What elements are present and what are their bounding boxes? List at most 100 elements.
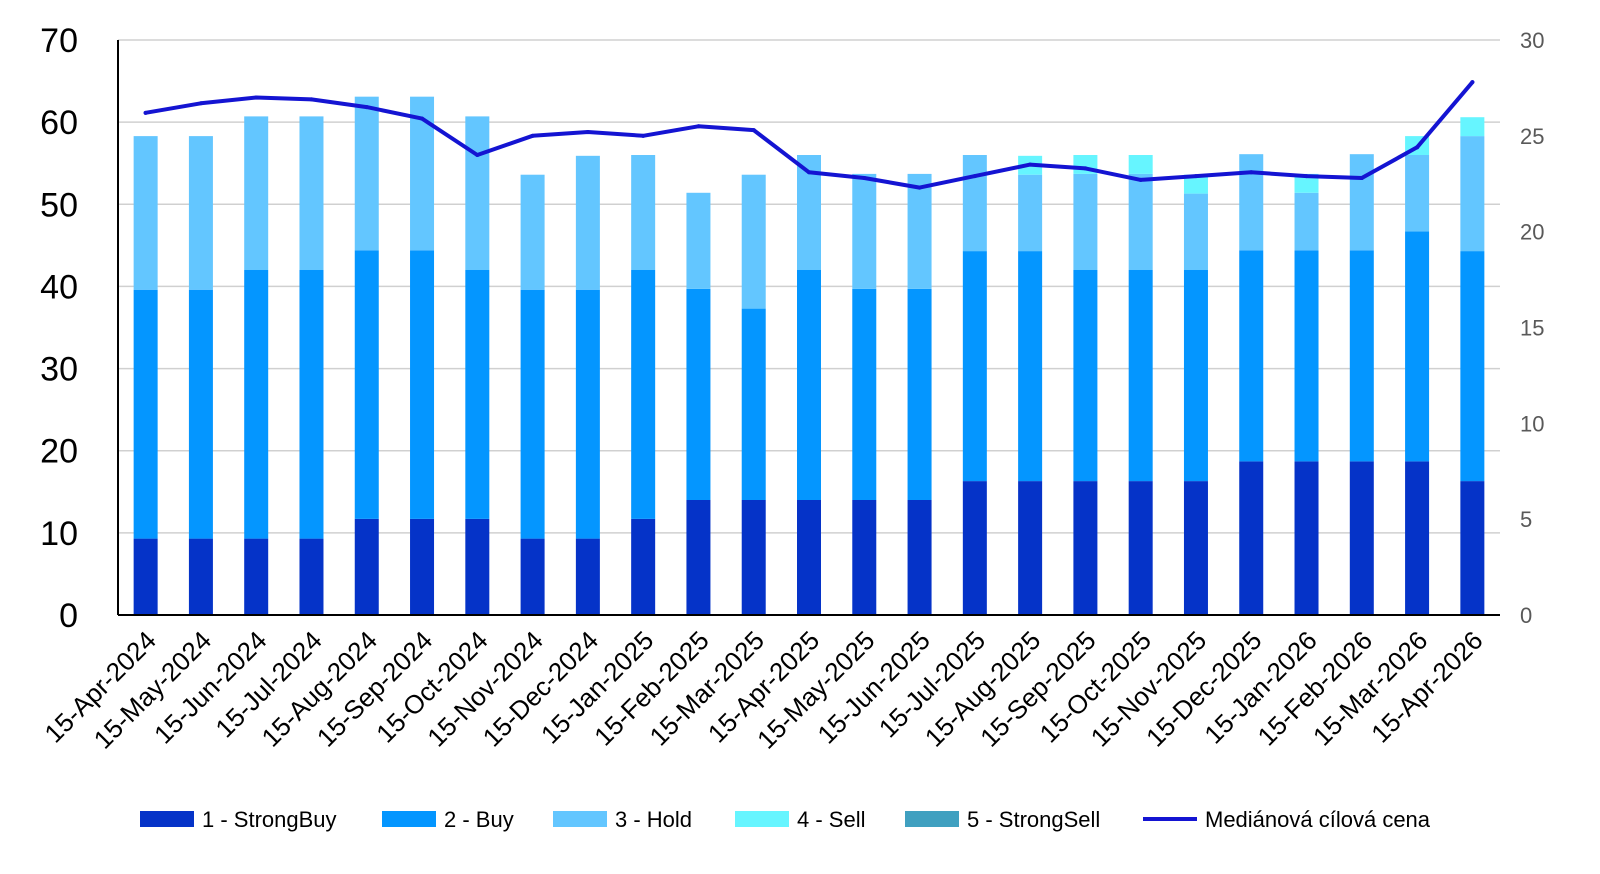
legend-label: 3 - Hold: [615, 807, 692, 832]
bar-segment-3: [852, 173, 877, 289]
line-series-group: [143, 80, 1475, 190]
bar-segment-1: [1349, 461, 1374, 615]
left-axis-tick-label: 0: [59, 597, 78, 635]
legend-label: Mediánová cílová cena: [1205, 807, 1431, 832]
bar-segment-3: [354, 96, 379, 251]
legend: 1 - StrongBuy 2 - Buy 3 - Hold 4 - Sell 5 - …: [140, 807, 1431, 832]
line-point: [254, 95, 259, 100]
line-point: [585, 130, 590, 134]
bar-segment-2: [686, 288, 711, 500]
line-point: [807, 170, 811, 175]
bar-segment-2: [1294, 250, 1319, 462]
bar-segment-1: [244, 538, 269, 615]
bar-segment-3: [299, 116, 324, 271]
bar-segment-2: [410, 250, 435, 519]
legend-swatch: [553, 811, 607, 827]
bar-segment-3: [741, 174, 766, 309]
line-point: [1028, 162, 1033, 167]
bar-segment-2: [962, 251, 987, 482]
bar-segment-2: [520, 289, 545, 539]
bar-segment-2: [631, 270, 656, 519]
line-point: [1193, 174, 1198, 179]
line-point: [862, 176, 867, 180]
bar-segment-1: [575, 538, 600, 615]
line-point: [420, 116, 425, 121]
bar-segment-2: [1349, 250, 1374, 462]
legend-label: 2 - Buy: [444, 807, 514, 832]
bar-segment-3: [1405, 155, 1430, 232]
bar-segment-1: [188, 538, 213, 615]
bar-segment-1: [1128, 481, 1153, 615]
bar-segment-1: [1460, 481, 1485, 615]
line-point: [696, 124, 701, 129]
bar-segment-2: [1128, 270, 1153, 482]
line-point: [1415, 145, 1420, 150]
left-axis-tick-label: 60: [40, 104, 78, 142]
line-point: [143, 110, 148, 115]
line-point: [1249, 170, 1254, 175]
left-axis-tick-label: 20: [40, 433, 78, 471]
bar-segment-3: [520, 174, 545, 290]
line-point: [364, 105, 369, 110]
bar-segment-1: [354, 518, 379, 615]
bar-segment-2: [741, 308, 766, 500]
bar-segment-2: [188, 289, 213, 539]
bar-segment-1: [741, 500, 766, 615]
bar-segment-2: [1183, 270, 1208, 482]
bar-segment-1: [631, 518, 656, 615]
bar-segment-1: [133, 538, 158, 615]
right-axis-tick-label: 25: [1520, 124, 1544, 149]
line-point: [1138, 177, 1143, 182]
legend-label: 1 - StrongBuy: [202, 807, 337, 832]
bar-segment-3: [1128, 173, 1153, 270]
legend-swatch: [735, 811, 789, 827]
left-axis-tick-label: 40: [40, 268, 78, 306]
bar-segment-3: [1018, 174, 1043, 252]
bar-segment-2: [465, 270, 490, 519]
bar-segment-4: [1183, 174, 1208, 194]
bar-segment-3: [1239, 154, 1264, 251]
bar-segment-3: [1183, 193, 1208, 270]
bar-segment-2: [1073, 270, 1098, 482]
left-axis-tick-label: 70: [40, 22, 78, 60]
line-point: [530, 133, 535, 138]
legend-label: 5 - StrongSell: [967, 807, 1100, 832]
bar-segment-3: [244, 116, 269, 271]
bar-segment-3: [188, 136, 213, 290]
line-point: [972, 174, 977, 179]
line-point: [917, 185, 922, 190]
right-axis-tick-label: 5: [1520, 507, 1532, 532]
left-axis-tick-label: 30: [40, 351, 78, 389]
bar-segment-2: [907, 288, 932, 500]
right-axis-tick-label: 10: [1520, 411, 1544, 436]
bar-segment-1: [299, 538, 324, 615]
bar-segment-1: [1239, 461, 1264, 615]
bar-segment-2: [1405, 231, 1430, 462]
bar-segment-2: [1239, 250, 1264, 462]
bar-segment-3: [686, 192, 711, 289]
bar-segment-4: [1460, 117, 1485, 137]
bar-segment-4: [1128, 155, 1153, 174]
bar-segment-2: [1460, 251, 1485, 482]
legend-item: 5 - StrongSell: [905, 807, 1100, 832]
bar-segment-1: [852, 500, 877, 615]
bar-segment-3: [133, 136, 158, 290]
line-point: [751, 128, 756, 133]
line-point: [1304, 174, 1309, 179]
bar-segment-1: [410, 518, 435, 615]
bar-segment-1: [1073, 481, 1098, 615]
bar-segment-1: [907, 500, 932, 615]
bar-segment-3: [631, 155, 656, 270]
bar-segment-2: [852, 288, 877, 500]
bar-segment-3: [1294, 192, 1319, 251]
bar-segment-2: [1018, 251, 1043, 482]
bar-segment-1: [686, 500, 711, 615]
line-point: [475, 153, 480, 157]
bar-segment-3: [1073, 173, 1098, 270]
bar-segment-1: [520, 538, 545, 615]
left-axis-tick-label: 50: [40, 186, 78, 224]
bar-segment-3: [1460, 136, 1485, 252]
legend-swatch: [905, 811, 959, 827]
left-axis-tick-label: 10: [40, 515, 78, 553]
bar-segment-2: [299, 270, 324, 539]
